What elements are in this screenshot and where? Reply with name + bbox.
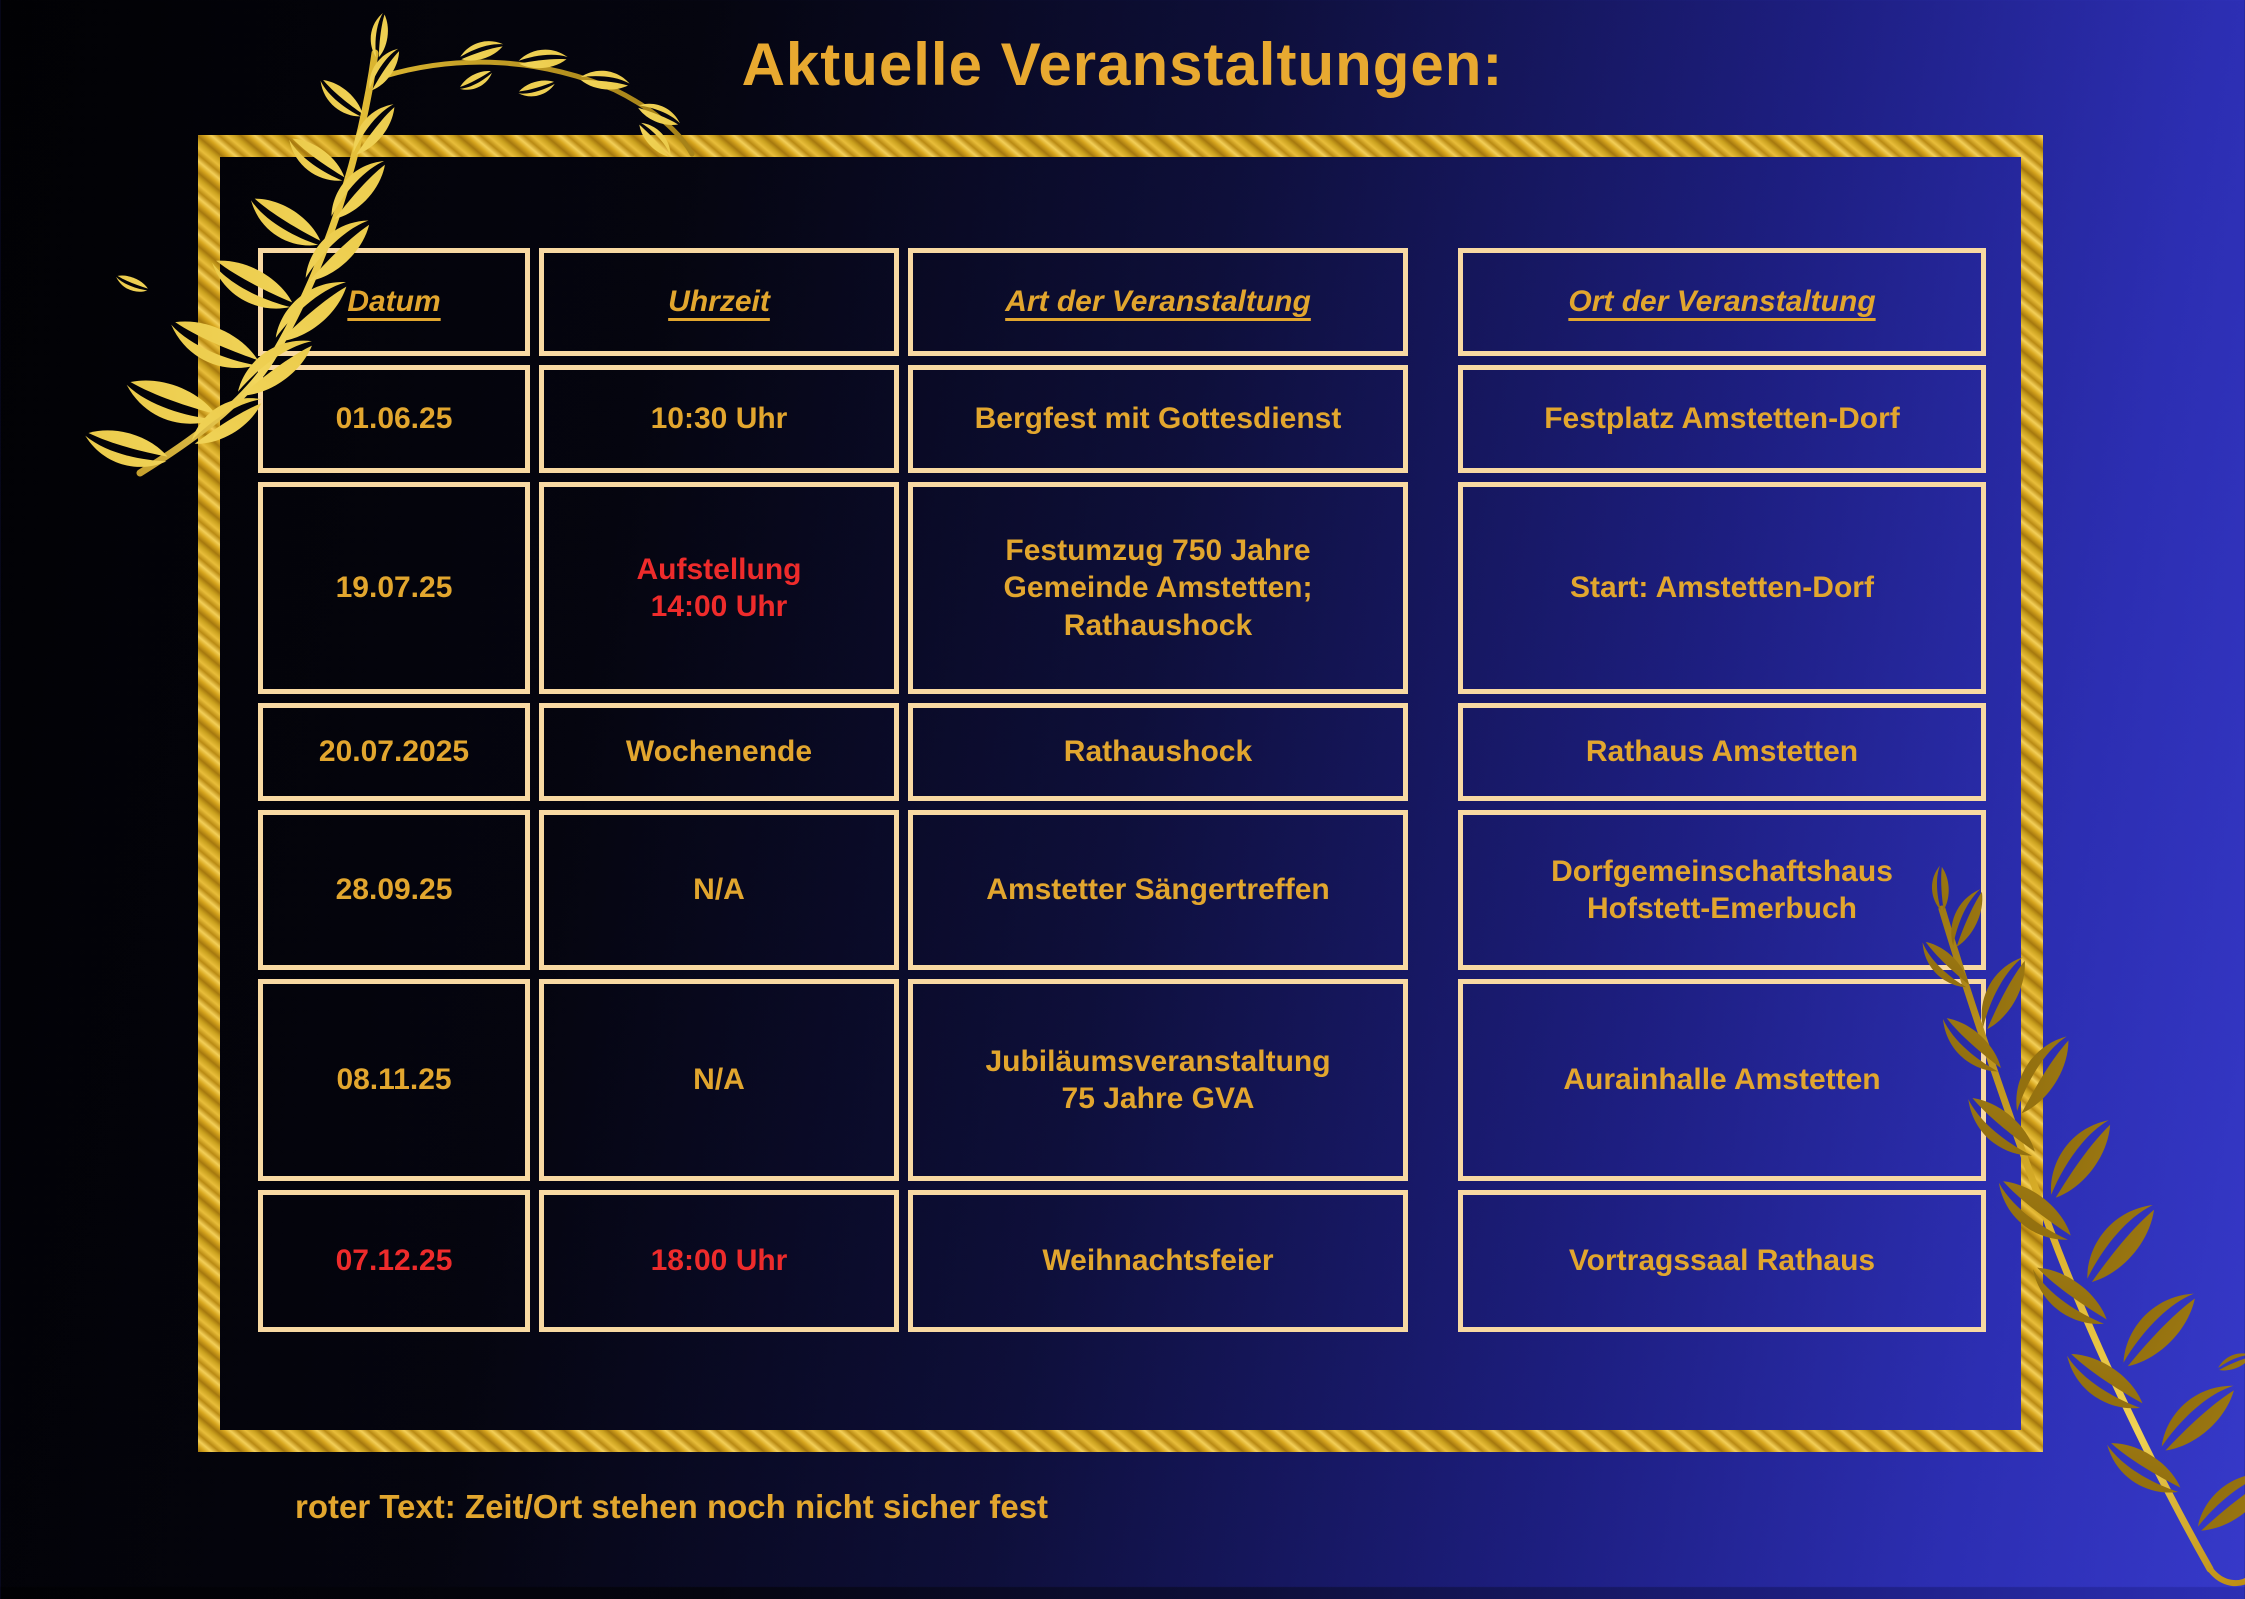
- page-title: Aktuelle Veranstaltungen:: [741, 31, 1504, 98]
- footer-note: roter Text: Zeit/Ort stehen noch nicht s…: [295, 1488, 1049, 1525]
- cell-ort-row3: Rathaus Amstetten: [1458, 703, 1986, 801]
- column-header-uhrzeit: Uhrzeit: [539, 248, 899, 356]
- cell-datum-row6: 07.12.25: [258, 1190, 530, 1332]
- column-header-ort: Ort der Veranstaltung: [1458, 248, 1986, 356]
- cell-uhrzeit-row3: Wochenende: [539, 703, 899, 801]
- cell-datum-row4: 28.09.25: [258, 810, 530, 970]
- events-table-location-column: Ort der Veranstaltung Festplatz Amstette…: [1458, 248, 1986, 1332]
- cell-art-row5: Jubiläumsveranstaltung 75 Jahre GVA: [908, 979, 1408, 1181]
- cell-ort-row2: Start: Amstetten-Dorf: [1458, 482, 1986, 694]
- cell-datum-row1: 01.06.25: [258, 365, 530, 473]
- column-header-art: Art der Veranstaltung: [908, 248, 1408, 356]
- events-table-main: Datum Uhrzeit Art der Veranstaltung 01.0…: [258, 248, 1408, 1332]
- cell-ort-row4: Dorfgemeinschaftshaus Hofstett-Emerbuch: [1458, 810, 1986, 970]
- cell-art-row2: Festumzug 750 Jahre Gemeinde Amstetten; …: [908, 482, 1408, 694]
- cell-datum-row3: 20.07.2025: [258, 703, 530, 801]
- cell-art-row6: Weihnachtsfeier: [908, 1190, 1408, 1332]
- cell-uhrzeit-row4: N/A: [539, 810, 899, 970]
- cell-datum-row5: 08.11.25: [258, 979, 530, 1181]
- cell-art-row3: Rathaushock: [908, 703, 1408, 801]
- cell-uhrzeit-row6: 18:00 Uhr: [539, 1190, 899, 1332]
- cell-datum-row2: 19.07.25: [258, 482, 530, 694]
- cell-art-row4: Amstetter Sängertreffen: [908, 810, 1408, 970]
- events-table: Datum Uhrzeit Art der Veranstaltung 01.0…: [258, 248, 1986, 1332]
- cell-uhrzeit-row5: N/A: [539, 979, 899, 1181]
- cell-uhrzeit-row1: 10:30 Uhr: [539, 365, 899, 473]
- cell-ort-row6: Vortragssaal Rathaus: [1458, 1190, 1986, 1332]
- laurel-branch-top-left-icon: [80, 11, 695, 481]
- cell-uhrzeit-row2: Aufstellung 14:00 Uhr: [539, 482, 899, 694]
- laurel-branch-bottom-right-icon: [1915, 865, 2245, 1587]
- cell-ort-row1: Festplatz Amstetten-Dorf: [1458, 365, 1986, 473]
- cell-art-row1: Bergfest mit Gottesdienst: [908, 365, 1408, 473]
- cell-ort-row5: Aurainhalle Amstetten: [1458, 979, 1986, 1181]
